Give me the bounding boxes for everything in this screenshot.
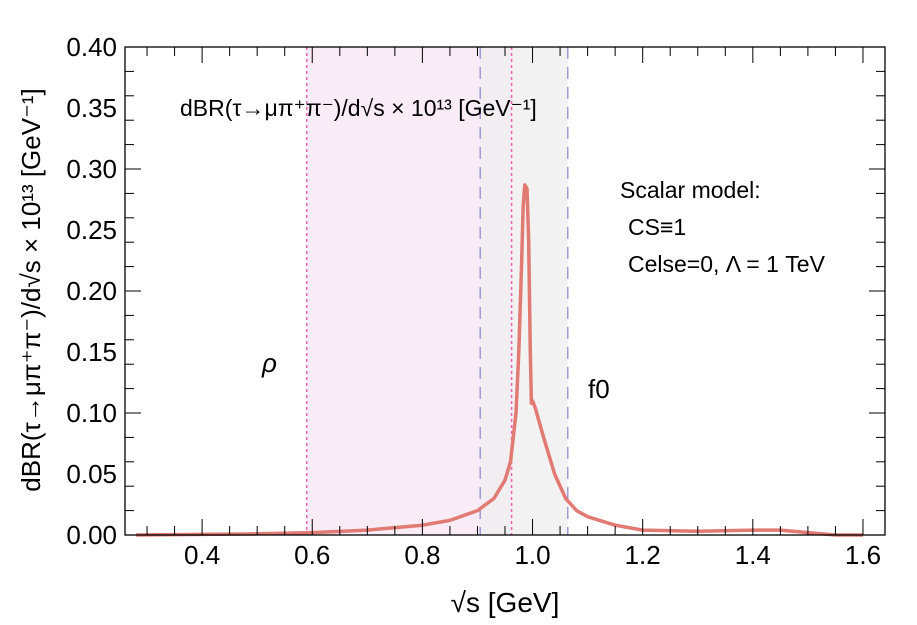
x-tick-labels: 0.4 0.6 0.8 1.0 1.2 1.4 1.6 <box>184 540 881 570</box>
f0-label: f0 <box>588 374 610 404</box>
rho-band <box>306 47 512 535</box>
model-line-2: CS≡1 <box>628 214 686 240</box>
y-tick-label: 0.10 <box>66 398 117 428</box>
shaded-bands <box>306 47 568 535</box>
x-tick-label: 1.0 <box>514 540 550 570</box>
axis-ticks <box>125 46 885 536</box>
x-tick-label: 1.4 <box>735 540 771 570</box>
y-tick-label: 0.25 <box>66 215 117 245</box>
x-tick-label: 0.6 <box>294 540 330 570</box>
inset-title: dBR(τ→μπ⁺π⁻)/d√s × 10¹³ [GeV⁻¹] <box>180 95 537 121</box>
f0-band <box>480 47 568 535</box>
series-line <box>135 183 863 537</box>
y-tick-label: 0.05 <box>66 459 117 489</box>
x-tick-label: 1.2 <box>625 540 661 570</box>
x-tick-label: 0.8 <box>404 540 440 570</box>
model-line-1: Scalar model: <box>620 177 761 203</box>
y-tick-labels: 0.00 0.05 0.10 0.15 0.20 0.25 0.30 0.35 0.40 <box>66 32 117 550</box>
y-tick-label: 0.00 <box>66 520 117 550</box>
y-tick-label: 0.30 <box>66 154 117 184</box>
model-line-3: Celse=0, Λ = 1 TeV <box>628 251 826 277</box>
y-tick-label: 0.20 <box>66 276 117 306</box>
x-axis-label: √s [GeV] <box>451 587 560 618</box>
y-tick-label: 0.40 <box>66 32 117 62</box>
rho-label: ρ <box>261 348 277 378</box>
vertical-lines <box>305 47 569 535</box>
x-tick-label: 0.4 <box>184 540 220 570</box>
y-tick-label: 0.35 <box>66 93 117 123</box>
x-tick-label: 1.6 <box>845 540 881 570</box>
y-axis-label: dBR(τ→μπ⁺π⁻)/d√s × 10¹³ [GeV⁻¹] <box>16 88 46 491</box>
y-tick-label: 0.15 <box>66 337 117 367</box>
